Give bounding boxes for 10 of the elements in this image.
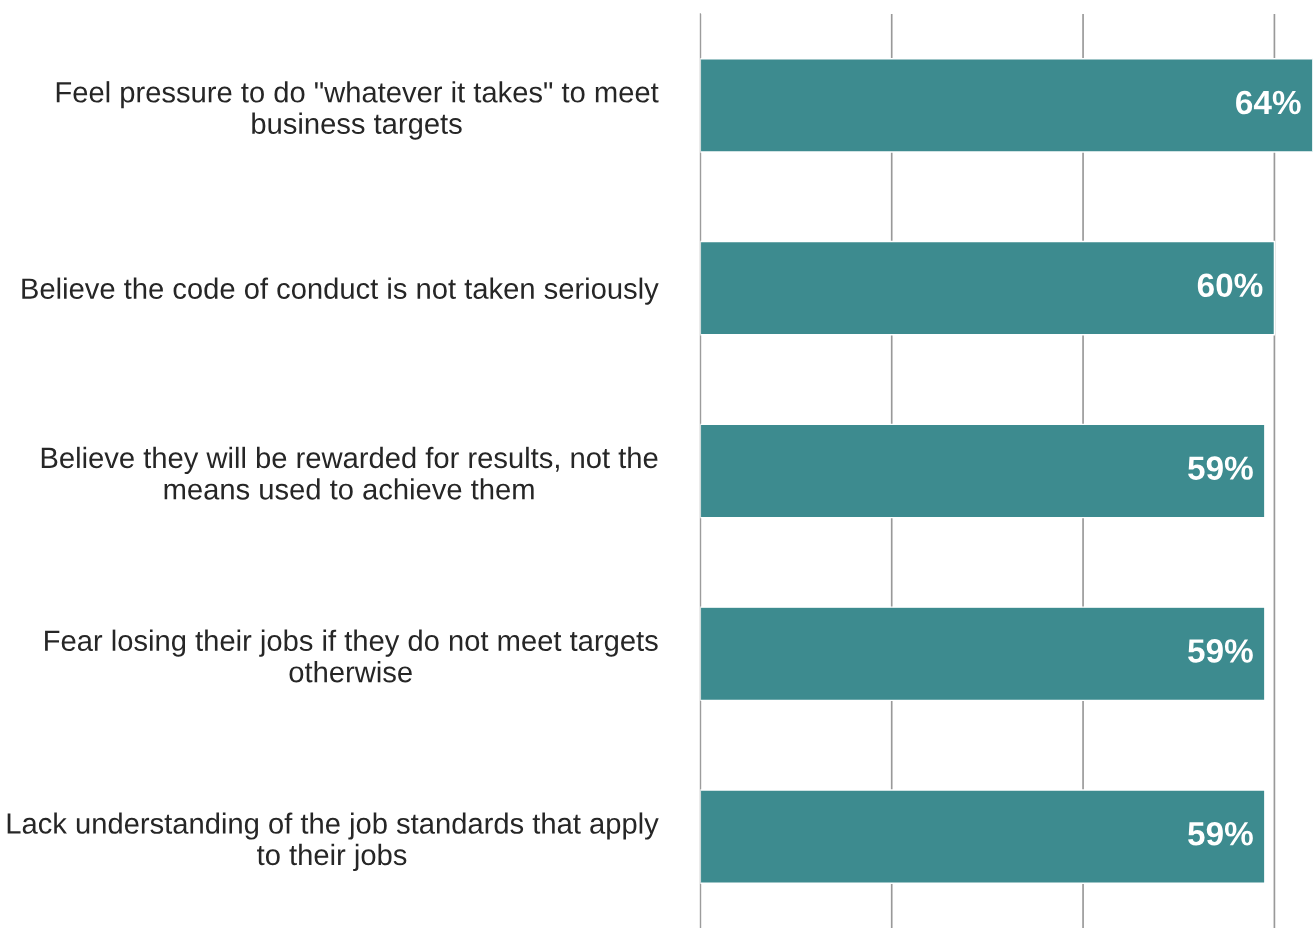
y-tick-label: Fear losing their jobs if they do not meet targets otherwise	[45, 629, 658, 683]
data-label: 59%	[1188, 639, 1253, 663]
data-label: 60%	[1197, 273, 1263, 298]
data-label: 59%	[1188, 821, 1253, 846]
y-tick-label: Feel pressure to do "whatever it takes" to meet business targets	[56, 81, 659, 140]
y-tick-label: Believe the code of conduct is not taken seriously	[22, 277, 659, 305]
data-label: 59%	[1188, 456, 1253, 480]
data-label: 64%	[1236, 90, 1301, 115]
y-tick-label: Believe they will be rewarded for results, not the means used to achieve them	[41, 446, 658, 500]
y-tick-label: Lack understanding of the job standards that apply to their jobs	[7, 812, 659, 872]
